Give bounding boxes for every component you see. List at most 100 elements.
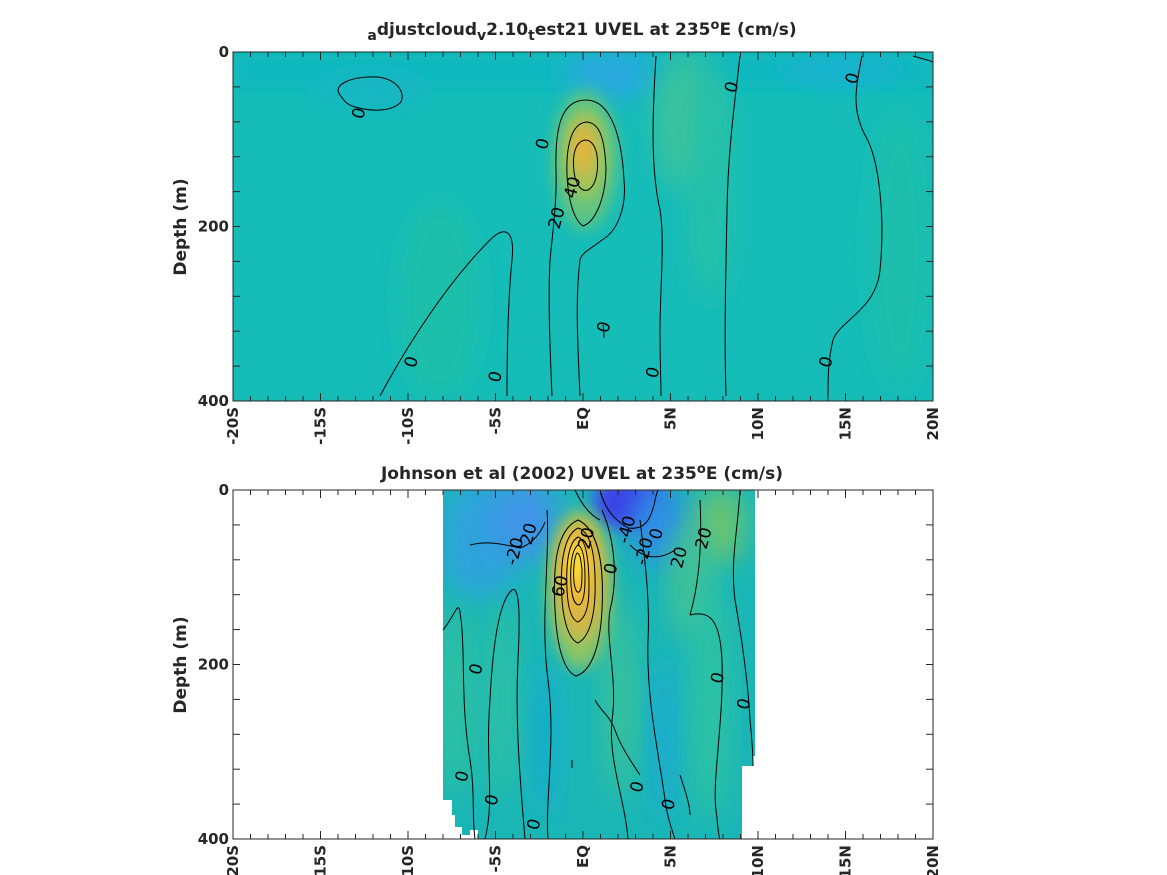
title-segment: djustcloud	[377, 20, 477, 40]
x-tick-label: EQ	[574, 845, 592, 868]
contour-line	[689, 499, 702, 616]
x-tick-label: 10N	[749, 845, 767, 875]
y-tick-label: 400	[198, 830, 229, 848]
x-tick-label: 15N	[837, 845, 855, 875]
contour-label: 0	[707, 670, 729, 686]
contour-label: 0	[523, 817, 545, 833]
x-tick-label: -5S	[487, 845, 505, 872]
contours	[442, 490, 754, 839]
contour-line	[602, 324, 605, 339]
x-tick-label: -10S	[399, 407, 417, 445]
x-tick-label: 20N	[924, 407, 942, 440]
y-tick-label: 400	[198, 392, 229, 410]
x-tick-label: EQ	[574, 407, 592, 430]
axis-ticks	[232, 489, 934, 840]
y-tick-labels: 0 200 400	[198, 481, 229, 848]
contour-label: 0	[593, 319, 615, 335]
contour-line	[379, 231, 514, 397]
contour-line	[652, 55, 663, 397]
contour-line	[629, 544, 676, 558]
y-axis-label: Depth (m)	[171, 178, 191, 275]
contour-label: 0	[646, 526, 668, 542]
contour-line	[639, 519, 676, 839]
title-segment: o	[697, 462, 706, 477]
chart-panel-observations: Johnson et al (2002) UVEL at 235oE (cm/s…	[171, 462, 942, 875]
contour-label: 0	[733, 696, 755, 712]
contour-line	[724, 55, 741, 397]
color-field	[233, 52, 933, 401]
title-segment: v	[477, 28, 486, 44]
x-tick-label: 5N	[662, 845, 680, 868]
axis-ticks	[232, 51, 934, 402]
x-tick-label: 20N	[924, 845, 942, 875]
x-tick-label: -10S	[399, 845, 417, 875]
y-tick-label: 200	[198, 218, 229, 236]
contour-line	[827, 55, 883, 397]
contour-line	[679, 774, 691, 816]
color-field	[443, 490, 755, 839]
contour-label: 0	[721, 79, 743, 95]
contour-label: 0	[816, 354, 838, 370]
contour-line	[544, 509, 552, 839]
contour-line	[570, 544, 586, 606]
y-tick-label: 0	[219, 43, 229, 61]
contour-label: 0	[401, 354, 423, 370]
contour-line	[574, 490, 601, 521]
contour-label: 0	[600, 561, 622, 577]
x-tick-label: -15S	[312, 407, 330, 445]
contour-label: 0	[532, 136, 554, 152]
contour-label: 0	[627, 779, 649, 795]
contour-line	[553, 519, 603, 677]
x-tick-label: 15N	[837, 407, 855, 440]
contour-line	[732, 490, 754, 767]
chart-title: adjustcloudv2.10test21 UVEL at 235oE (cm…	[367, 18, 796, 44]
contour-label: 0	[466, 661, 488, 677]
contour-line	[601, 509, 629, 839]
contour-line	[548, 99, 587, 397]
contour-line	[576, 99, 625, 397]
contour-line	[573, 552, 583, 593]
contours	[337, 55, 933, 397]
contour-line	[572, 139, 599, 191]
x-tick-label: -15S	[312, 845, 330, 875]
contour-line	[484, 589, 526, 839]
contour-line	[566, 121, 607, 227]
x-tick-label: 10N	[749, 407, 767, 440]
contour-line	[912, 55, 933, 63]
title-segment: t	[528, 28, 535, 44]
title-segment: E (cm/s)	[719, 20, 796, 40]
contour-line	[594, 699, 641, 776]
title-segment: E (cm/s)	[706, 464, 783, 484]
contour-label: 0	[348, 106, 370, 122]
x-tick-label: -20S	[224, 845, 242, 875]
x-tick-label: -5S	[487, 407, 505, 434]
contour-label: 0	[485, 369, 507, 385]
title-segment: a	[367, 28, 376, 44]
y-tick-labels: 0 200 400	[198, 43, 229, 410]
contour-line	[442, 607, 476, 839]
y-axis-label: Depth (m)	[171, 616, 191, 713]
chart-title: Johnson et al (2002) UVEL at 235oE (cm/s…	[380, 462, 783, 484]
chart-panel-model: adjustcloudv2.10test21 UVEL at 235oE (cm…	[171, 18, 942, 445]
y-tick-label: 200	[198, 656, 229, 674]
contour-line	[337, 76, 403, 111]
contour-line	[689, 613, 723, 839]
contour-line	[560, 527, 596, 644]
contour-label: 0	[452, 769, 474, 785]
title-segment: 2.10	[486, 20, 528, 40]
contour-line	[469, 521, 546, 549]
contour-label: 0	[658, 797, 680, 813]
title-segment: o	[711, 18, 720, 33]
y-tick-label: 0	[219, 481, 229, 499]
title-segment: Johnson et al (2002) UVEL at 235	[380, 464, 697, 484]
contour-label: 0	[481, 792, 503, 808]
contour-line	[566, 536, 590, 623]
title-segment: est21 UVEL at 235	[535, 20, 711, 40]
contour-label: 0	[842, 71, 864, 87]
x-tick-labels: -20S -15S -10S -5S EQ 5N 10N 15N 20N	[224, 845, 942, 875]
x-tick-label: -20S	[224, 407, 242, 445]
x-tick-labels: -20S -15S -10S -5S EQ 5N 10N 15N 20N	[224, 407, 942, 445]
contour-label: 0	[642, 365, 664, 381]
contour-line	[599, 490, 659, 529]
